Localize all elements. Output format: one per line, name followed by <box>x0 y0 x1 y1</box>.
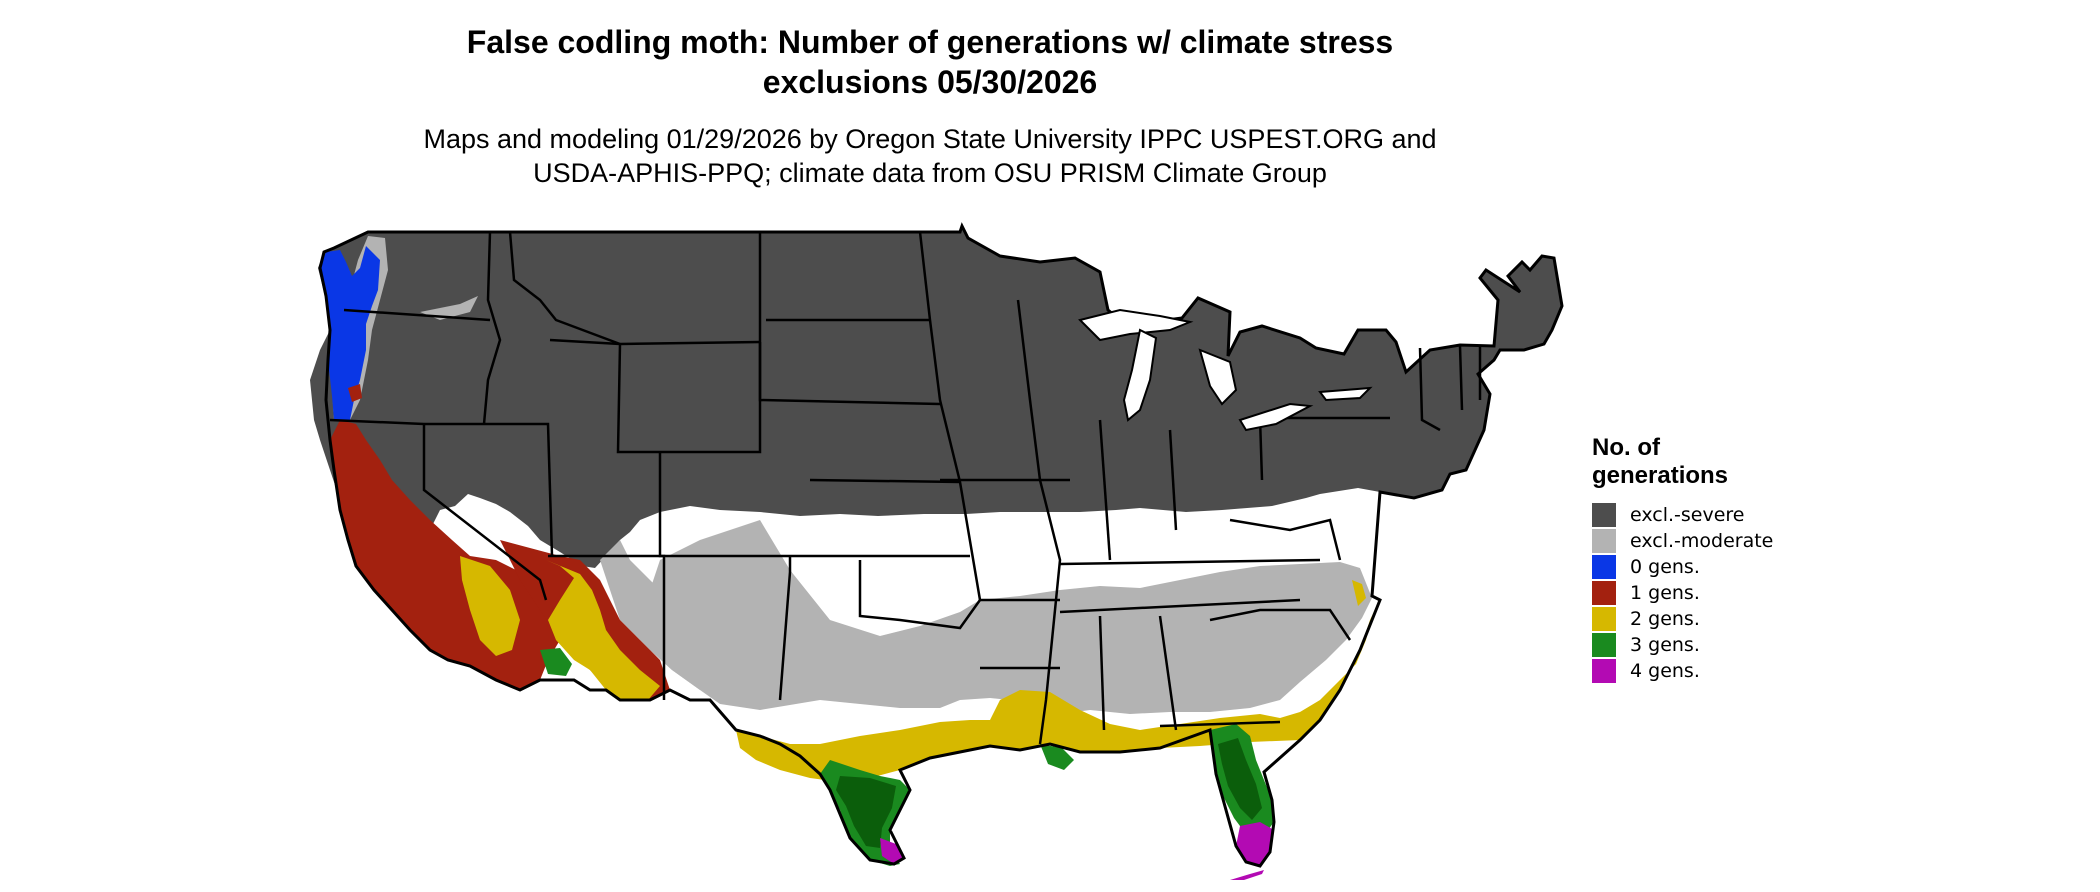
border-ok-tx <box>858 560 982 630</box>
legend-title-line-1: No. of <box>1592 434 1660 461</box>
border-or-ca <box>329 418 425 426</box>
border-id-west <box>482 231 502 425</box>
gen2-california-desert <box>460 556 520 656</box>
gen1-oregon-patch <box>348 384 362 402</box>
legend-swatch <box>1592 659 1616 683</box>
border-vt-nh <box>1458 345 1464 411</box>
legend-title-line-2: generations <box>1592 462 1729 489</box>
border-oh-pa <box>1258 417 1264 481</box>
gen3-louisiana-patch <box>1040 744 1074 770</box>
border-nv-ut <box>424 422 554 557</box>
gen4-florida-keys <box>1230 870 1264 880</box>
us-land-severe <box>310 226 1562 568</box>
border-tn-south <box>1059 598 1301 614</box>
legend-item-excl-severe: excl.-severe <box>1592 502 1773 528</box>
legend-label: excl.-severe <box>1630 504 1745 526</box>
moderate-southeast <box>640 520 1372 714</box>
gen2-nc-coast <box>1352 580 1366 606</box>
border-wa-or <box>343 308 491 322</box>
legend-label: 3 gens. <box>1630 634 1700 656</box>
border-ga-fl <box>1159 720 1281 728</box>
map-title: False codling moth: Number of generation… <box>300 22 1560 102</box>
border-id-mt <box>508 231 621 346</box>
legend-item-4-gens: 4 gens. <box>1592 658 1773 684</box>
lake-michigan <box>1122 328 1158 422</box>
border-ky-tn <box>1059 558 1321 566</box>
legend-item-2-gens: 2 gens. <box>1592 606 1773 632</box>
border-ne-states <box>1418 347 1441 432</box>
gen3-texas-dark <box>836 776 896 848</box>
legend-swatch <box>1592 529 1616 553</box>
title-line-1: False codling moth: Number of generation… <box>466 24 1394 60</box>
legend: No. of generations excl.-severe excl.-mo… <box>1592 434 1773 684</box>
state-borders <box>318 222 1564 868</box>
legend-label: 1 gens. <box>1630 582 1700 604</box>
gen3-florida-dark <box>1218 738 1262 820</box>
gen4-florida-tip <box>1236 822 1274 866</box>
legend-label: 0 gens. <box>1630 556 1700 578</box>
legend-swatch <box>1592 581 1616 605</box>
border-ca-nv <box>422 424 548 601</box>
legend-swatch <box>1592 633 1616 657</box>
border-wv-va <box>1229 518 1342 561</box>
border-dakotas <box>758 232 941 406</box>
gen0-pacific-nw <box>320 246 380 420</box>
moderate-idaho-patch <box>420 296 478 320</box>
legend-item-0-gens: 0 gens. <box>1592 554 1773 580</box>
great-lakes <box>1078 308 1373 432</box>
legend-label: 2 gens. <box>1630 608 1700 630</box>
legend-label: 4 gens. <box>1630 660 1700 682</box>
us-outline <box>318 222 1564 868</box>
border-ne-ks <box>809 478 961 484</box>
subtitle-line-1: Maps and modeling 01/29/2026 by Oregon S… <box>423 124 1437 154</box>
border-in-oh <box>1168 429 1178 531</box>
border-nc-sc <box>1209 608 1352 641</box>
legend-item-excl-moderate: excl.-moderate <box>1592 528 1773 554</box>
lake-huron <box>1198 348 1238 406</box>
legend-swatch <box>1592 555 1616 579</box>
legend-item-3-gens: 3 gens. <box>1592 632 1773 658</box>
gen2-arizona <box>546 560 660 700</box>
lake-erie <box>1238 402 1314 432</box>
map-subtitle: Maps and modeling 01/29/2026 by Oregon S… <box>300 122 1560 190</box>
legend-title: No. of generations <box>1592 434 1773 490</box>
legend-swatch <box>1592 607 1616 631</box>
border-al-ga <box>1158 615 1178 731</box>
lake-superior <box>1078 308 1194 342</box>
legend-label: excl.-moderate <box>1630 530 1774 552</box>
moderate-southwest <box>600 540 700 690</box>
border-nm-tx <box>778 556 792 701</box>
legend-item-1-gens: 1 gens. <box>1592 580 1773 606</box>
lake-ontario <box>1318 386 1373 402</box>
border-co-nm <box>658 452 790 558</box>
gen4-texas-tip <box>880 838 904 864</box>
border-il-in <box>1098 419 1112 561</box>
border-ms-al <box>1098 615 1106 731</box>
title-line-2: exclusions 05/30/2026 <box>762 64 1098 100</box>
legend-swatch <box>1592 503 1616 527</box>
border-mn-wi <box>918 231 982 601</box>
subtitle-line-2: USDA-APHIS-PPQ; climate data from OSU PR… <box>533 158 1327 188</box>
border-mississippi <box>1016 299 1062 745</box>
gen3-arizona-patch <box>540 648 572 676</box>
